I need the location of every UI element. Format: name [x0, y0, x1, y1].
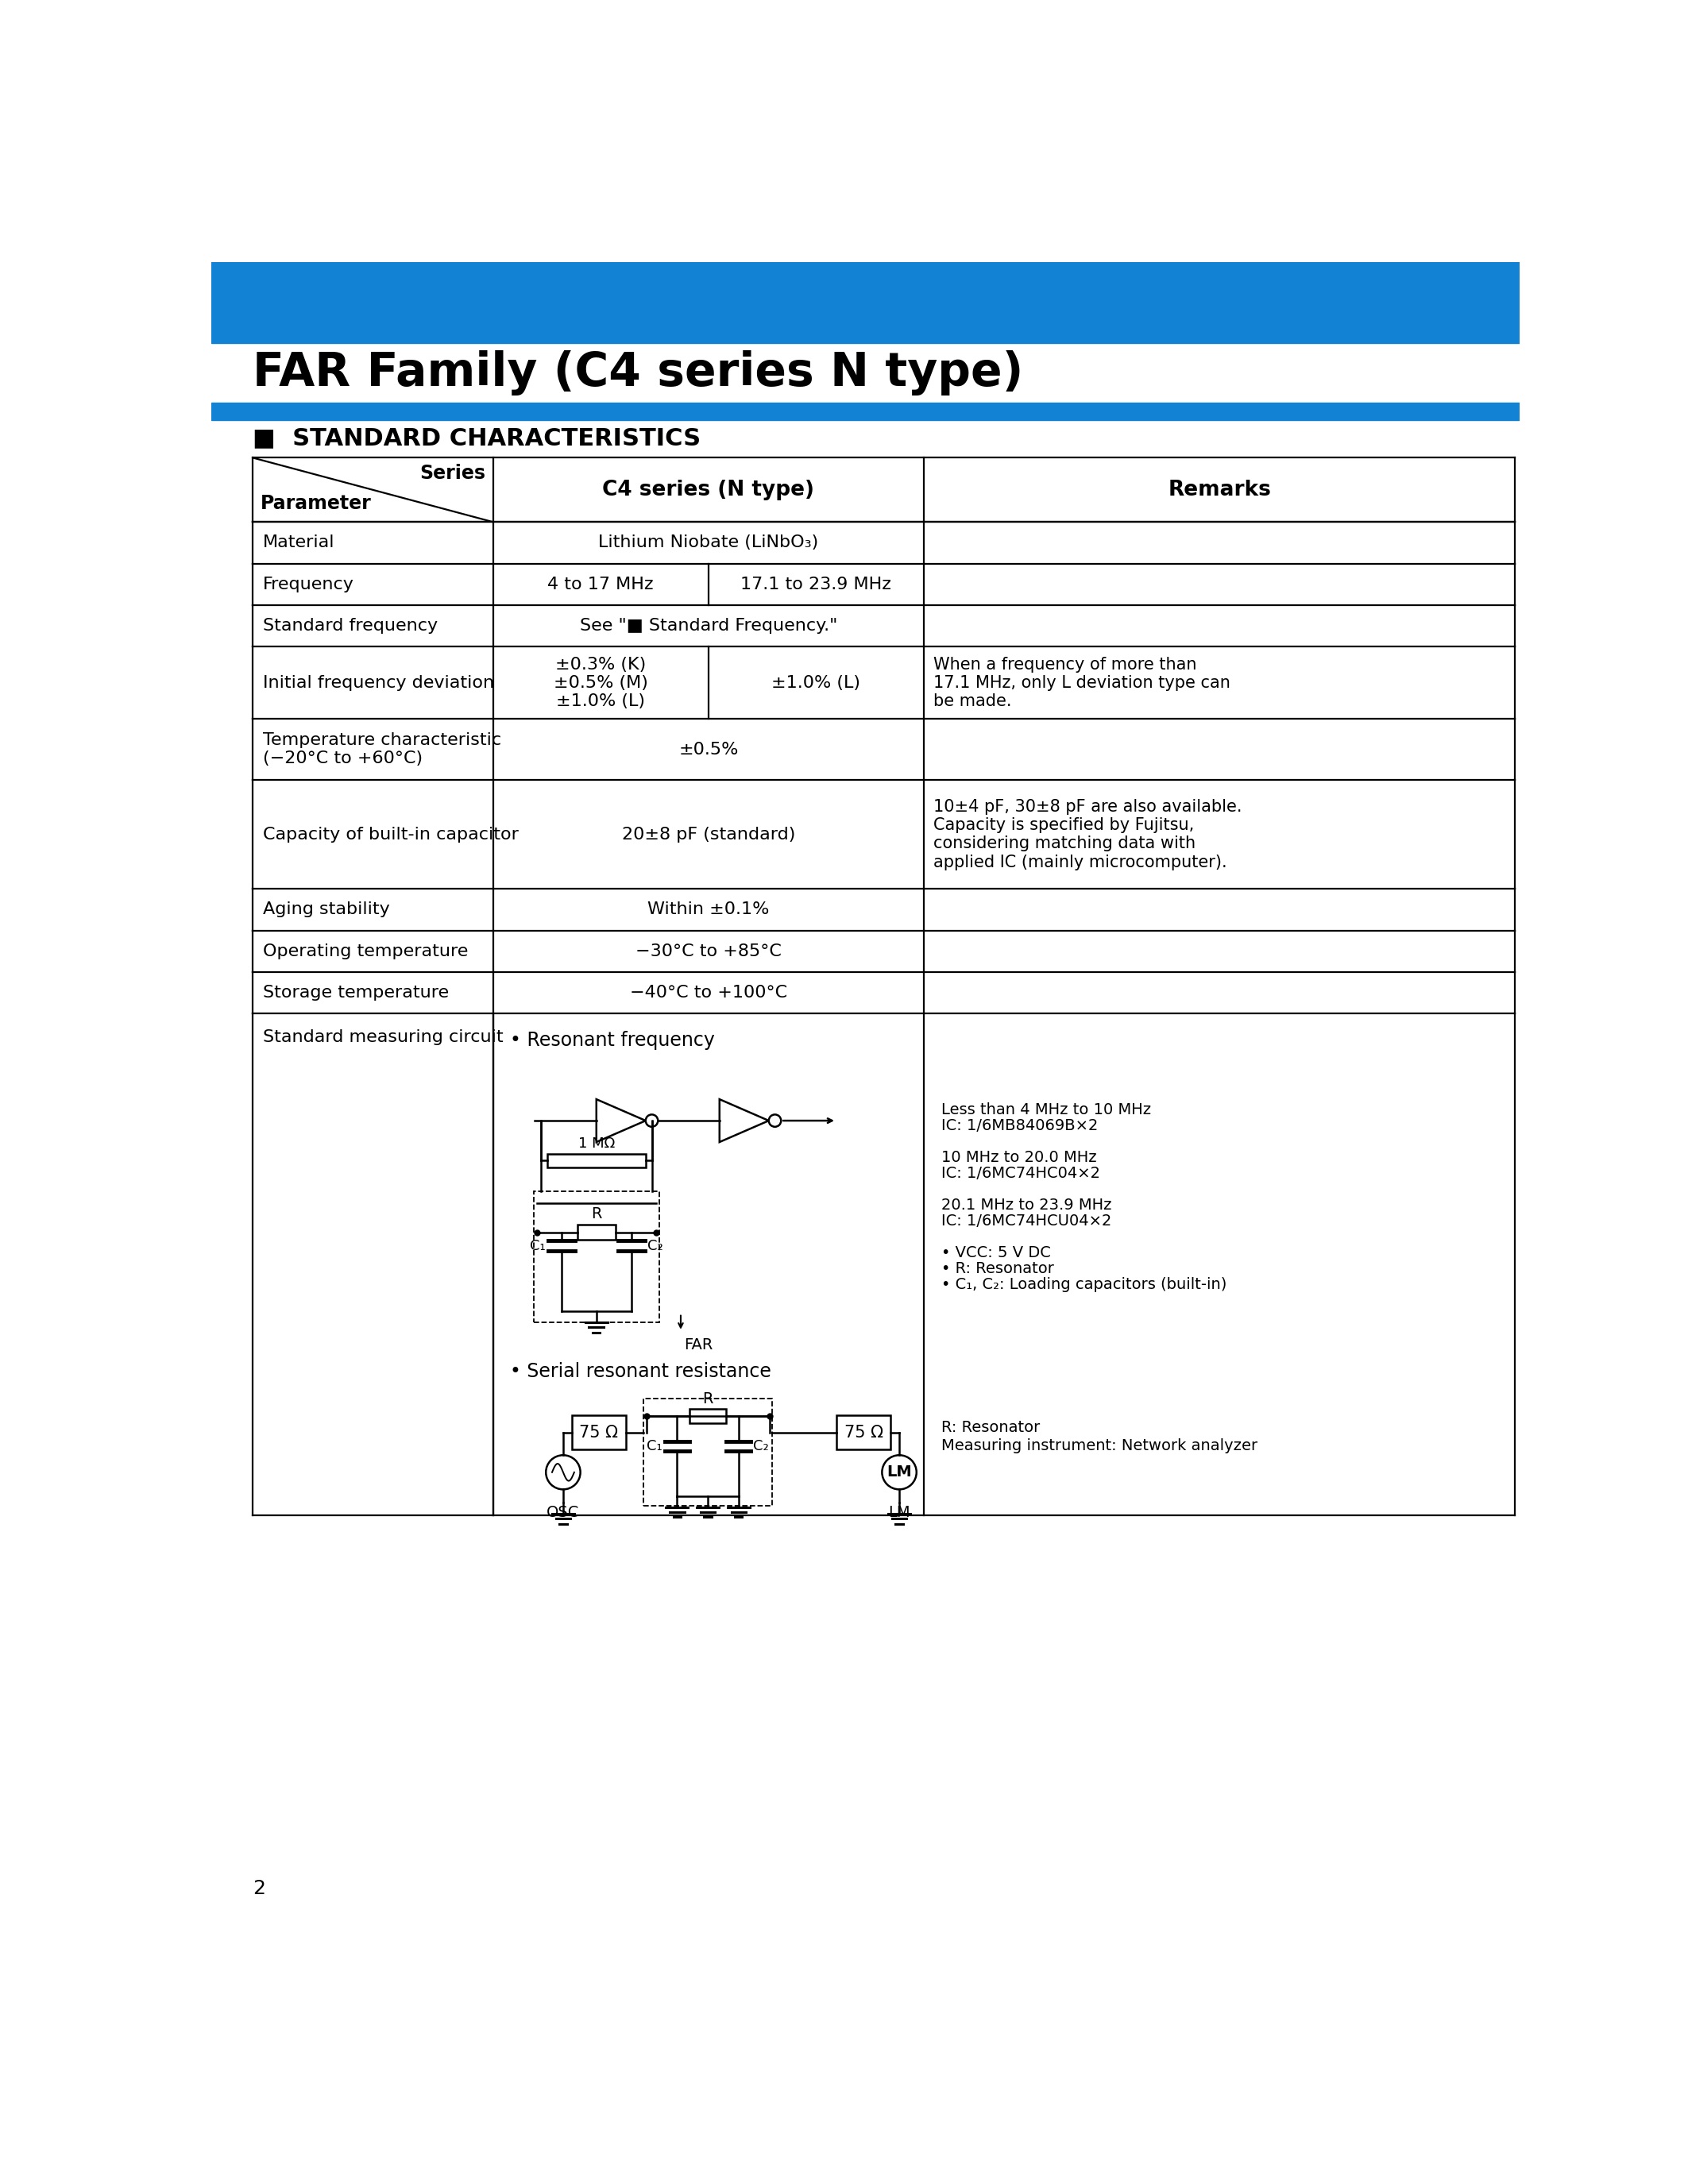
Bar — [577, 1225, 616, 1241]
Text: ±0.3% (K)
±0.5% (M)
±1.0% (L): ±0.3% (K) ±0.5% (M) ±1.0% (L) — [554, 657, 648, 710]
Text: • Resonant frequency: • Resonant frequency — [510, 1031, 716, 1051]
Text: • C₁, C₂: Loading capacitors (built-in): • C₁, C₂: Loading capacitors (built-in) — [942, 1278, 1227, 1293]
Bar — [837, 1415, 891, 1450]
Text: −40°C to +100°C: −40°C to +100°C — [630, 985, 787, 1000]
Text: Lithium Niobate (LiNbO₃): Lithium Niobate (LiNbO₃) — [598, 535, 819, 550]
Text: • R: Resonator: • R: Resonator — [942, 1262, 1053, 1275]
Text: ±0.5%: ±0.5% — [679, 743, 738, 758]
Text: 20.1 MHz to 23.9 MHz: 20.1 MHz to 23.9 MHz — [942, 1197, 1111, 1212]
Bar — [643, 1400, 773, 1507]
Text: 1 MΩ: 1 MΩ — [577, 1136, 614, 1151]
Text: R: R — [591, 1206, 601, 1221]
Text: LM: LM — [888, 1505, 910, 1520]
Bar — [572, 1415, 626, 1450]
Text: Temperature characteristic
(−20°C to +60°C): Temperature characteristic (−20°C to +60… — [263, 732, 501, 767]
Text: FAR Family (C4 series N type): FAR Family (C4 series N type) — [253, 349, 1023, 395]
Text: 10 MHz to 20.0 MHz: 10 MHz to 20.0 MHz — [942, 1151, 1097, 1164]
Text: Measuring instrument: Network analyzer: Measuring instrument: Network analyzer — [942, 1439, 1258, 1455]
Text: 4 to 17 MHz: 4 to 17 MHz — [547, 577, 653, 592]
Bar — [533, 1190, 660, 1324]
Text: FAR: FAR — [684, 1339, 712, 1352]
Text: When a frequency of more than
17.1 MHz, only L deviation type can
be made.: When a frequency of more than 17.1 MHz, … — [933, 657, 1231, 710]
Text: LM: LM — [886, 1465, 912, 1481]
Text: Storage temperature: Storage temperature — [263, 985, 449, 1000]
Text: 75 Ω: 75 Ω — [579, 1424, 618, 1441]
Text: ±1.0% (L): ±1.0% (L) — [771, 675, 861, 690]
Bar — [547, 1153, 645, 1166]
Text: 10±4 pF, 30±8 pF are also available.
Capacity is specified by Fujitsu,
consideri: 10±4 pF, 30±8 pF are also available. Cap… — [933, 799, 1242, 869]
Text: Capacity of built-in capacitor: Capacity of built-in capacitor — [263, 826, 518, 843]
Text: −30°C to +85°C: −30°C to +85°C — [635, 943, 782, 959]
Text: IC: 1/6MC74HCU04×2: IC: 1/6MC74HCU04×2 — [942, 1214, 1111, 1230]
Text: Remarks: Remarks — [1168, 480, 1271, 500]
Text: 75 Ω: 75 Ω — [844, 1424, 883, 1441]
Text: 17.1 to 23.9 MHz: 17.1 to 23.9 MHz — [741, 577, 891, 592]
Text: Operating temperature: Operating temperature — [263, 943, 468, 959]
Bar — [211, 262, 1519, 343]
Text: R: R — [702, 1391, 712, 1406]
Text: IC: 1/6MB84069B×2: IC: 1/6MB84069B×2 — [942, 1118, 1097, 1133]
Text: Initial frequency deviation: Initial frequency deviation — [263, 675, 495, 690]
Text: Aging stability: Aging stability — [263, 902, 390, 917]
Text: C₂: C₂ — [648, 1238, 663, 1254]
Bar — [689, 1409, 726, 1424]
Text: IC: 1/6MC74HC04×2: IC: 1/6MC74HC04×2 — [942, 1166, 1101, 1182]
Text: Series: Series — [420, 463, 486, 483]
Text: Parameter: Parameter — [260, 494, 371, 513]
Text: 2: 2 — [253, 1878, 265, 1898]
Text: ■  STANDARD CHARACTERISTICS: ■ STANDARD CHARACTERISTICS — [253, 426, 701, 450]
Text: • Serial resonant resistance: • Serial resonant resistance — [510, 1363, 771, 1380]
Text: C₁: C₁ — [530, 1238, 545, 1254]
Text: Less than 4 MHz to 10 MHz: Less than 4 MHz to 10 MHz — [942, 1103, 1151, 1118]
Bar — [211, 402, 1519, 419]
Text: See "■ Standard Frequency.": See "■ Standard Frequency." — [579, 618, 837, 633]
Text: R: Resonator: R: Resonator — [942, 1420, 1040, 1435]
Text: • VCC: 5 V DC: • VCC: 5 V DC — [942, 1245, 1050, 1260]
Text: Frequency: Frequency — [263, 577, 354, 592]
Text: Within ±0.1%: Within ±0.1% — [648, 902, 770, 917]
Text: C4 series (N type): C4 series (N type) — [603, 480, 815, 500]
Text: Standard frequency: Standard frequency — [263, 618, 437, 633]
Text: Material: Material — [263, 535, 334, 550]
Text: Standard measuring circuit: Standard measuring circuit — [263, 1029, 503, 1046]
Text: OSC: OSC — [547, 1505, 579, 1520]
Text: C₁: C₁ — [647, 1439, 662, 1452]
Text: 20±8 pF (standard): 20±8 pF (standard) — [621, 826, 795, 843]
Text: C₂: C₂ — [753, 1439, 770, 1452]
